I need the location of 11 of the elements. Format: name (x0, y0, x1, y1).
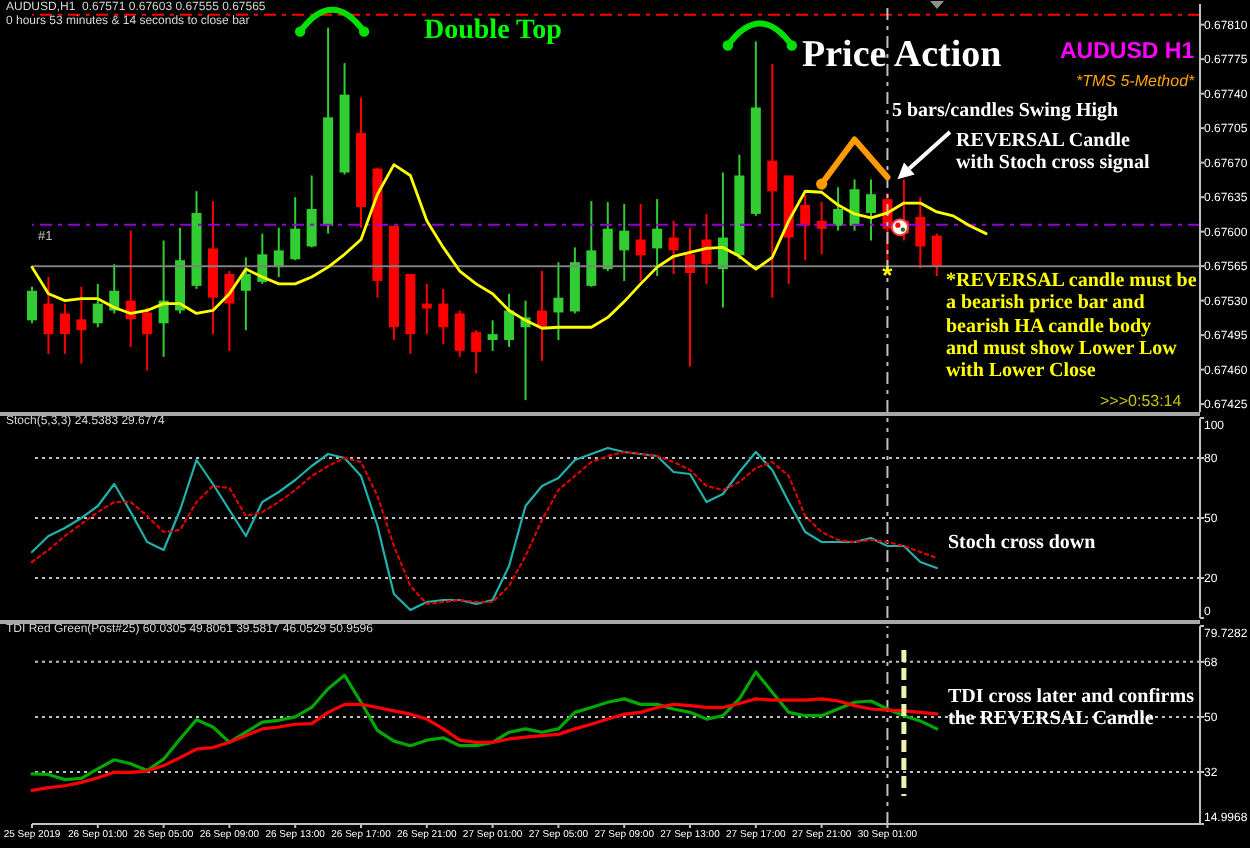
annotation: >>>0:53:14 (1100, 392, 1182, 410)
annotation: REVERSAL Candle with Stoch cross signal (956, 130, 1150, 176)
annotation: 5 bars/candles Swing High (892, 100, 1119, 123)
annotation: Double Top (424, 16, 562, 48)
annotation: TDI cross later and confirms the REVERSAL Candle (948, 686, 1194, 732)
annotation: AUDUSD H1 (1060, 40, 1195, 66)
annotation: Price Action (802, 34, 1002, 78)
annotation: Stoch cross down (948, 532, 1096, 555)
annotation: *TMS 5-Method* (1076, 72, 1195, 90)
annotation: *REVERSAL candle must be a bearish price bar and bearish HA candle body and must show Lower Low with Lower Close (946, 270, 1197, 383)
annotation: * (882, 259, 893, 290)
